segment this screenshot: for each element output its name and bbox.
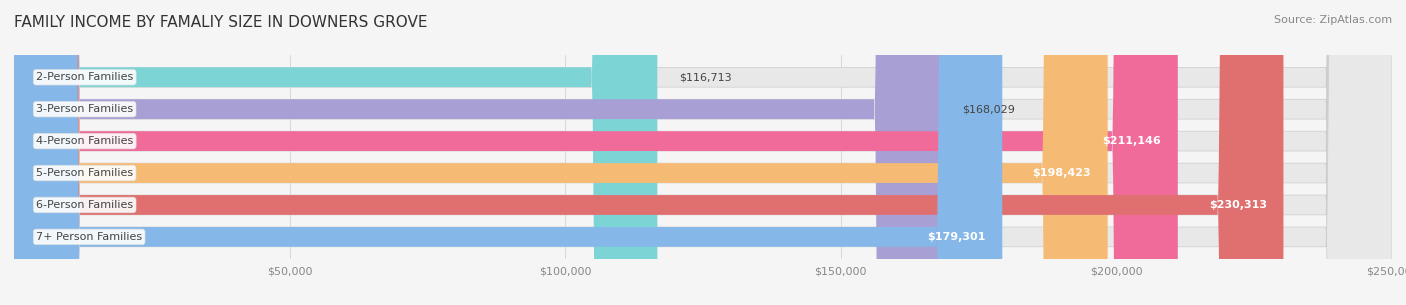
FancyBboxPatch shape [14,0,1392,305]
FancyBboxPatch shape [14,0,1178,305]
Text: $116,713: $116,713 [679,72,733,82]
FancyBboxPatch shape [14,0,1392,305]
Text: 2-Person Families: 2-Person Families [37,72,134,82]
FancyBboxPatch shape [14,0,1002,305]
Text: 4-Person Families: 4-Person Families [37,136,134,146]
Text: $230,313: $230,313 [1209,200,1267,210]
FancyBboxPatch shape [14,0,1392,305]
Text: $211,146: $211,146 [1102,136,1161,146]
FancyBboxPatch shape [14,0,1392,305]
Text: 7+ Person Families: 7+ Person Families [37,232,142,242]
FancyBboxPatch shape [14,0,941,305]
Text: Source: ZipAtlas.com: Source: ZipAtlas.com [1274,15,1392,25]
Text: $198,423: $198,423 [1032,168,1091,178]
Text: $179,301: $179,301 [928,232,986,242]
FancyBboxPatch shape [14,0,1392,305]
FancyBboxPatch shape [14,0,1108,305]
FancyBboxPatch shape [14,0,1284,305]
FancyBboxPatch shape [14,0,1392,305]
Text: 6-Person Families: 6-Person Families [37,200,134,210]
Text: FAMILY INCOME BY FAMALIY SIZE IN DOWNERS GROVE: FAMILY INCOME BY FAMALIY SIZE IN DOWNERS… [14,15,427,30]
Text: 5-Person Families: 5-Person Families [37,168,134,178]
Text: $168,029: $168,029 [962,104,1015,114]
FancyBboxPatch shape [14,0,658,305]
Text: 3-Person Families: 3-Person Families [37,104,134,114]
